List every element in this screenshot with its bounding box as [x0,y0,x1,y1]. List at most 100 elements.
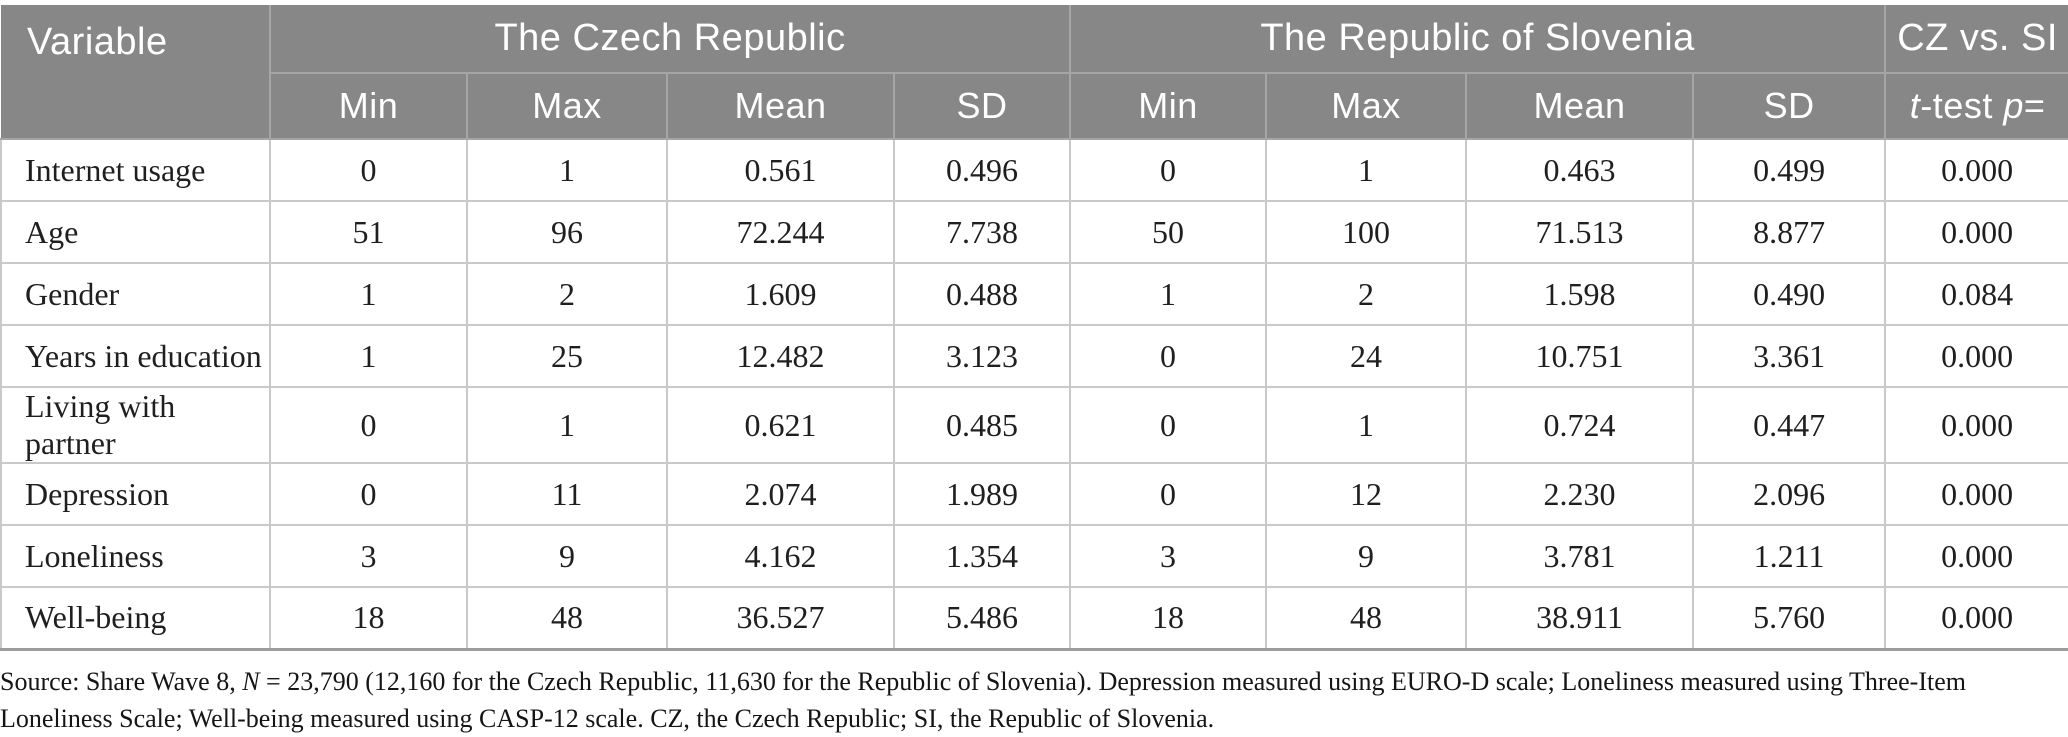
variable-cell: Loneliness [0,524,271,588]
cz-min-cell: 0 [269,138,468,202]
cz-min-cell: 0 [269,386,468,464]
column-header-si-sd: SD [1692,72,1887,140]
cz-sd-cell: 5.486 [892,586,1072,651]
cz-mean-cell: 2.074 [666,462,895,526]
variable-cell: Years in education [0,324,271,388]
si-min-cell: 0 [1069,138,1268,202]
variable-cell: Age [0,200,271,264]
p-value-cell: 0.000 [1884,524,2068,588]
group-header-czech-republic: The Czech Republic [268,5,1072,74]
si-sd-cell: 3.361 [1692,324,1887,388]
group-header-cz-vs-si: CZ vs. SI [1884,5,2068,74]
si-min-cell: 1 [1069,262,1268,326]
si-min-cell: 50 [1069,200,1268,264]
p-value-cell: 0.000 [1884,324,2068,388]
table-header: Variable The Czech Republic The Republic… [1,5,2068,140]
cz-mean-cell: 12.482 [666,324,895,388]
group-header-row: Variable The Czech Republic The Republic… [1,5,2068,140]
column-header-ttest-p: t-test p= [1884,72,2068,140]
cz-min-cell: 0 [269,462,468,526]
cz-mean-cell: 72.244 [666,200,895,264]
si-max-cell: 24 [1265,324,1468,388]
p-value-cell: 0.084 [1884,262,2068,326]
cz-sd-cell: 0.488 [892,262,1072,326]
descriptive-statistics-table: Variable The Czech Republic The Republic… [0,5,2068,651]
table-footnote: Source: Share Wave 8, N = 23,790 (12,160… [0,666,1966,733]
p-value-cell: 0.000 [1884,200,2068,264]
si-min-cell: 0 [1069,462,1268,526]
si-max-cell: 1 [1265,138,1468,202]
p-value-cell: 0.000 [1884,586,2068,651]
cz-max-cell: 1 [466,138,668,202]
table-row: Depression 0 11 2.074 1.989 0 12 2.230 2.096 0.00… [0,462,2068,526]
column-header-variable: Variable [1,5,271,140]
column-header-cz-min: Min [270,72,468,140]
cz-sd-cell: 0.485 [892,386,1072,464]
cz-sd-cell: 7.738 [892,200,1072,264]
cz-sd-cell: 1.989 [892,462,1072,526]
si-mean-cell: 0.463 [1465,138,1695,202]
si-max-cell: 1 [1265,386,1468,464]
table-row: Years in education 1 25 12.482 3.123 0 24 10.75… [0,324,2068,388]
p-value-cell: 0.000 [1884,138,2068,202]
cz-min-cell: 18 [269,586,468,651]
variable-cell: Well-being [0,586,271,651]
cz-min-cell: 51 [269,200,468,264]
si-mean-cell: 71.513 [1465,200,1695,264]
p-value-cell: 0.000 [1884,462,2068,526]
cz-max-cell: 1 [466,386,668,464]
si-mean-cell: 10.751 [1465,324,1695,388]
si-max-cell: 9 [1265,524,1468,588]
cz-mean-cell: 1.609 [666,262,895,326]
si-sd-cell: 0.490 [1692,262,1887,326]
table-row: Living with partner 0 1 0.621 0.485 0 1 0.724 0.… [0,386,2068,464]
cz-max-cell: 48 [466,586,668,651]
variable-cell: Internet usage [0,138,271,202]
si-sd-cell: 0.447 [1692,386,1887,464]
group-header-slovenia: The Republic of Slovenia [1069,5,1887,74]
si-sd-cell: 5.760 [1692,586,1887,651]
si-min-cell: 18 [1069,586,1268,651]
cz-sd-cell: 1.354 [892,524,1072,588]
cz-max-cell: 2 [466,262,668,326]
si-max-cell: 48 [1265,586,1468,651]
si-sd-cell: 1.211 [1692,524,1887,588]
table-row: Age 51 96 72.244 7.738 50 100 71.513 8.877 0.000 [0,200,2068,264]
table-row: Loneliness 3 9 4.162 1.354 3 9 3.781 1.211 0.000 [0,524,2068,588]
cz-max-cell: 25 [466,324,668,388]
table-body: Internet usage 0 1 0.561 0.496 0 1 0.463 0.499 0.… [0,138,2068,651]
si-mean-cell: 3.781 [1465,524,1695,588]
si-min-cell: 0 [1069,386,1268,464]
p-value-cell: 0.000 [1884,386,2068,464]
cz-sd-cell: 0.496 [892,138,1072,202]
si-max-cell: 100 [1265,200,1468,264]
si-sd-cell: 2.096 [1692,462,1887,526]
cz-sd-cell: 3.123 [892,324,1072,388]
cz-mean-cell: 0.561 [666,138,895,202]
table-row: Well-being 18 48 36.527 5.486 18 48 38.911 5.760… [0,586,2068,651]
column-header-cz-sd: SD [892,72,1072,140]
si-mean-cell: 1.598 [1465,262,1695,326]
variable-cell: Depression [0,462,271,526]
column-header-si-mean: Mean [1465,72,1695,140]
si-mean-cell: 38.911 [1465,586,1695,651]
si-min-cell: 3 [1069,524,1268,588]
cz-mean-cell: 36.527 [666,586,895,651]
table-row: Internet usage 0 1 0.561 0.496 0 1 0.463 0.499 0.… [0,138,2068,202]
cz-mean-cell: 0.621 [666,386,895,464]
cz-mean-cell: 4.162 [666,524,895,588]
table-row: Gender 1 2 1.609 0.488 1 2 1.598 0.490 0.084 [0,262,2068,326]
column-header-cz-mean: Mean [666,72,895,140]
column-header-si-max: Max [1265,72,1468,140]
cz-max-cell: 96 [466,200,668,264]
cz-max-cell: 9 [466,524,668,588]
sub-header-row: Min Max Mean SD Min Max Mean SD t-test p… [1,72,2068,140]
si-min-cell: 0 [1069,324,1268,388]
cz-min-cell: 3 [269,524,468,588]
si-mean-cell: 0.724 [1465,386,1695,464]
si-max-cell: 2 [1265,262,1468,326]
si-sd-cell: 0.499 [1692,138,1887,202]
cz-min-cell: 1 [269,262,468,326]
column-header-cz-max: Max [466,72,668,140]
variable-cell: Gender [0,262,271,326]
